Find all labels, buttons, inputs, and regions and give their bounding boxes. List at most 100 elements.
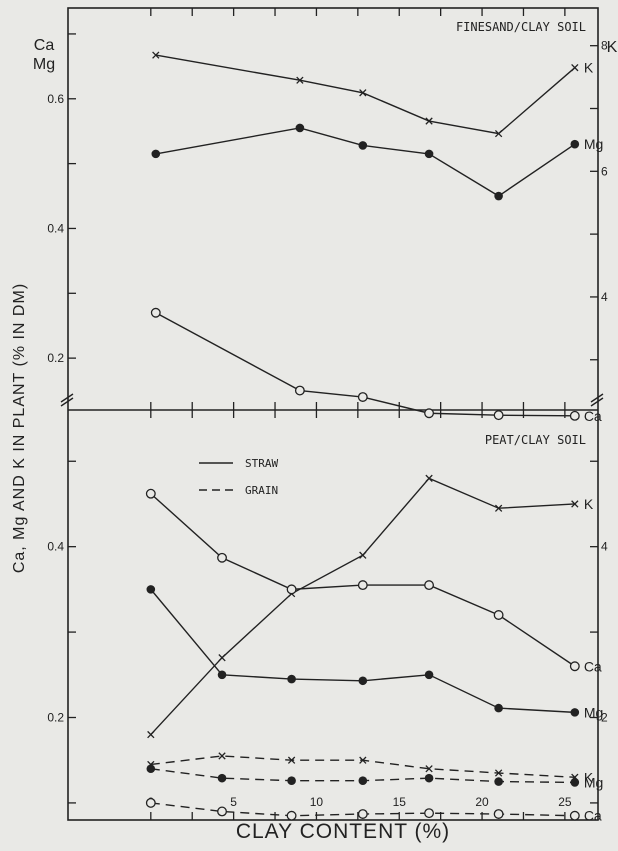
- x-tick-label: 25: [558, 795, 572, 809]
- bottom-mg-dashed-point: [217, 773, 227, 783]
- bottom-panel-title: PEAT/CLAY SOIL: [485, 433, 586, 447]
- bottom-ca-dashed-point: [493, 809, 504, 819]
- axis-break-mark: [590, 397, 604, 407]
- mg-axis-label: Mg: [33, 56, 55, 73]
- bottom-mg-dashed-point: [287, 776, 296, 786]
- axis-break-mark: [60, 397, 74, 407]
- bottom-ca-solid-end-label: Ca: [584, 658, 602, 674]
- bottom-mg-solid-point: [146, 585, 156, 594]
- k-axis-label: K: [607, 39, 618, 56]
- x-marker-stroke: [425, 117, 433, 125]
- axis-break-mark: [590, 393, 604, 403]
- plot-frames: [60, 7, 604, 821]
- plot-frame: [67, 7, 599, 821]
- legend-grain-label: GRAIN: [245, 484, 278, 497]
- bottom-mg-dashed-end-label: Mg: [584, 774, 603, 790]
- bottom-ca-dashed-point: [217, 806, 227, 817]
- left-tick-label: 0.2: [47, 711, 64, 725]
- bottom-k-solid-point: [494, 504, 503, 512]
- x-marker-stroke: [359, 756, 367, 764]
- x-axis-title: CLAY CONTENT (%): [236, 820, 450, 843]
- bottom-ca-solid-point: [424, 580, 435, 591]
- bottom-mg-solid-end-label: Mg: [584, 704, 603, 720]
- top-mg-solid-point: [151, 149, 161, 159]
- top-ca-solid-point: [294, 385, 305, 396]
- top-mg-solid-end-label: Mg: [584, 136, 603, 152]
- top-k-solid-point: [152, 51, 160, 59]
- top-mg-solid-point: [295, 123, 305, 133]
- x-marker-stroke: [287, 756, 296, 764]
- x-marker-stroke: [147, 730, 155, 739]
- top-mg-solid-line: [155, 127, 576, 197]
- top-ca-solid-point: [569, 410, 580, 421]
- bottom-k-solid-point: [425, 474, 433, 482]
- x-tick-label: 5: [230, 795, 237, 809]
- x-marker-stroke: [425, 474, 433, 482]
- bottom-ca-dashed-point: [145, 797, 156, 808]
- left-tick-label: 0.4: [47, 221, 64, 235]
- bottom-k-dashed-point: [218, 752, 226, 760]
- top-ca-solid-point: [493, 410, 504, 421]
- top-k-solid-end-label: K: [584, 60, 594, 76]
- x-marker-stroke: [296, 76, 304, 84]
- x-marker-stroke: [359, 89, 367, 97]
- top-mg-solid-point: [570, 139, 580, 149]
- bottom-mg-dashed-point: [494, 777, 503, 786]
- bottom-ca-dashed-point: [424, 808, 435, 819]
- bottom-ca-solid-point: [357, 580, 368, 591]
- bottom-ca-dashed-point: [286, 810, 297, 821]
- legend: STRAW GRAIN: [199, 457, 278, 497]
- bottom-mg-dashed-point: [424, 773, 434, 783]
- top-ca-solid-point: [357, 392, 368, 402]
- x-marker-stroke: [218, 654, 226, 662]
- x-marker-stroke: [494, 129, 503, 138]
- bottom-k-dashed-point: [359, 756, 367, 764]
- x-marker-stroke: [571, 64, 579, 72]
- bottom-ca-solid-point: [493, 610, 504, 620]
- axis-break-mark: [60, 393, 74, 403]
- bottom-k-solid-point: [147, 730, 155, 739]
- bottom-mg-solid-point: [424, 670, 434, 680]
- x-tick-label: 20: [475, 795, 489, 809]
- top-panel-title: FINESAND/CLAY SOIL: [456, 20, 586, 34]
- bottom-ca-dashed-end-label: Ca: [584, 808, 602, 824]
- bottom-mg-solid-point: [570, 708, 580, 717]
- left-tick-label: 0.2: [47, 351, 64, 365]
- bottom-k-solid-point: [218, 654, 226, 662]
- bottom-ca-solid-point: [569, 661, 580, 672]
- bottom-k-solid-point: [359, 551, 367, 559]
- right-tick-label: 8: [601, 39, 608, 53]
- bottom-ca-solid-point: [145, 488, 156, 499]
- bottom-k-dashed-end-label: K: [584, 769, 594, 785]
- top-ca-solid-point: [150, 307, 161, 318]
- ca-axis-label: Ca: [34, 37, 55, 54]
- top-ca-solid-point: [424, 408, 435, 419]
- bottom-k-solid-point: [571, 500, 579, 508]
- bottom-mg-dashed-point: [358, 776, 368, 786]
- x-marker-stroke: [425, 765, 433, 773]
- x-marker-stroke: [218, 752, 226, 760]
- top-k-solid-point: [494, 129, 503, 138]
- x-marker-stroke: [359, 551, 367, 559]
- bottom-k-solid-end-label: K: [584, 496, 594, 512]
- top-k-solid-point: [425, 117, 433, 125]
- x-tick-label: 15: [393, 795, 407, 809]
- bottom-mg-solid-point: [217, 670, 227, 680]
- x-marker-stroke: [571, 500, 579, 508]
- bottom-ca-dashed-point: [569, 810, 580, 821]
- top-ca-solid-end-label: Ca: [584, 408, 602, 424]
- right-tick-label: 2: [601, 711, 608, 725]
- x-marker-stroke: [494, 769, 503, 777]
- bottom-k-dashed-point: [287, 756, 296, 764]
- top-mg-solid-point: [494, 191, 503, 201]
- left-tick-label: 0.6: [47, 92, 64, 106]
- y-axis-title: Ca, Mg AND K IN PLANT (% IN DM): [11, 283, 28, 573]
- bottom-k-dashed-point: [425, 765, 433, 773]
- bottom-k-dashed-point: [494, 769, 503, 777]
- bottom-ca-solid-point: [286, 584, 297, 595]
- bottom-mg-dashed-point: [146, 764, 156, 774]
- right-tick-label: 4: [601, 540, 608, 554]
